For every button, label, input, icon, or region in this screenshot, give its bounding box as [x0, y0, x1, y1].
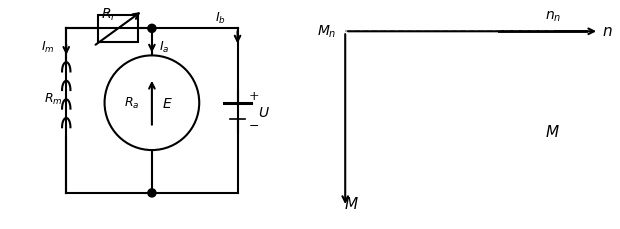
Text: $U$: $U$ [258, 105, 270, 119]
Text: +: + [249, 90, 259, 103]
Text: $n_n$: $n_n$ [546, 9, 562, 24]
Text: $M$: $M$ [343, 195, 358, 211]
Text: $I_m$: $I_m$ [42, 40, 55, 55]
Text: $R_a$: $R_a$ [124, 96, 140, 111]
Text: $M_n$: $M_n$ [317, 24, 337, 40]
Text: −: − [249, 119, 259, 132]
Text: $I_a$: $I_a$ [159, 40, 169, 55]
Text: $R_r$: $R_r$ [101, 7, 117, 23]
Text: $E$: $E$ [162, 96, 173, 110]
Text: $n$: $n$ [602, 25, 613, 39]
Circle shape [148, 189, 156, 197]
Text: $R_m$: $R_m$ [43, 91, 63, 106]
Text: $M$: $M$ [545, 123, 560, 139]
Text: $I_b$: $I_b$ [215, 11, 226, 25]
Circle shape [148, 25, 156, 33]
